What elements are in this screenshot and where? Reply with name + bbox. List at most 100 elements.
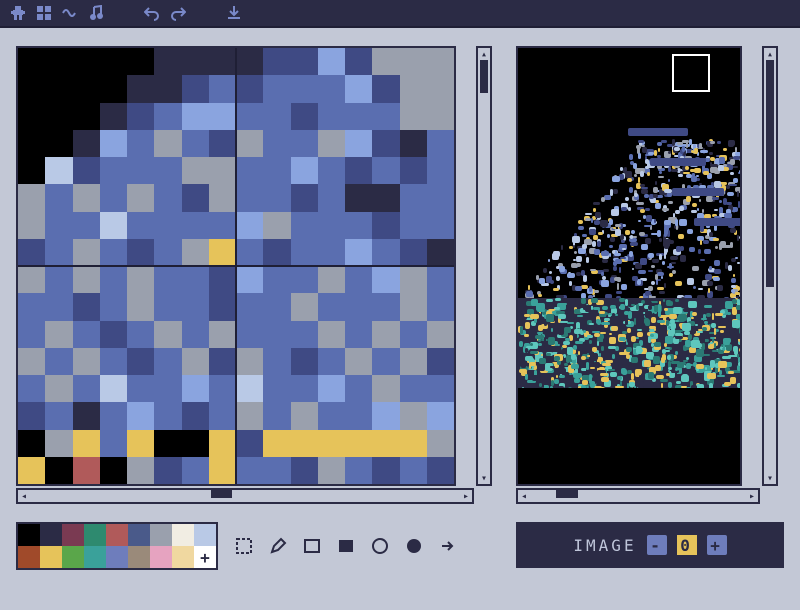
pixel-cell[interactable] <box>18 239 45 266</box>
circle-fill-tool[interactable] <box>402 534 426 558</box>
pixel-cell[interactable] <box>73 103 100 130</box>
palette-swatch[interactable] <box>194 524 216 546</box>
pixel-cell[interactable] <box>427 48 454 75</box>
pixel-cell[interactable] <box>209 212 236 239</box>
preview-viewport-box[interactable] <box>672 54 710 92</box>
pixel-cell[interactable] <box>291 48 318 75</box>
pixel-cell[interactable] <box>127 130 154 157</box>
pixel-cell[interactable] <box>400 130 427 157</box>
pixel-cell[interactable] <box>345 430 372 457</box>
pixel-cell[interactable] <box>400 457 427 484</box>
pixel-cell[interactable] <box>345 266 372 293</box>
pixel-cell[interactable] <box>73 239 100 266</box>
palette-swatch[interactable] <box>150 524 172 546</box>
pixel-cell[interactable] <box>427 212 454 239</box>
select-tool[interactable] <box>232 534 256 558</box>
pixel-cell[interactable] <box>209 430 236 457</box>
pixel-cell[interactable] <box>263 75 290 102</box>
scroll-right-icon[interactable]: ▸ <box>460 490 472 502</box>
pixel-cell[interactable] <box>236 375 263 402</box>
pixel-cell[interactable] <box>18 348 45 375</box>
pixel-cell[interactable] <box>18 130 45 157</box>
pixel-cell[interactable] <box>154 212 181 239</box>
palette-swatch[interactable] <box>84 524 106 546</box>
pixel-cell[interactable] <box>400 266 427 293</box>
pixel-cell[interactable] <box>209 239 236 266</box>
pixel-cell[interactable] <box>100 430 127 457</box>
pixel-cell[interactable] <box>236 321 263 348</box>
pixel-cell[interactable] <box>372 239 399 266</box>
pixel-cell[interactable] <box>236 103 263 130</box>
pixel-cell[interactable] <box>18 321 45 348</box>
pixel-cell[interactable] <box>291 212 318 239</box>
pixel-cell[interactable] <box>318 266 345 293</box>
pixel-cell[interactable] <box>427 321 454 348</box>
pixel-cell[interactable] <box>209 266 236 293</box>
pixel-cell[interactable] <box>263 457 290 484</box>
pixel-cell[interactable] <box>154 430 181 457</box>
pixel-cell[interactable] <box>427 130 454 157</box>
pixel-cell[interactable] <box>182 184 209 211</box>
pixel-cell[interactable] <box>427 293 454 320</box>
palette-swatch[interactable] <box>84 546 106 568</box>
pixel-cell[interactable] <box>236 212 263 239</box>
pixel-cell[interactable] <box>291 239 318 266</box>
pixel-cell[interactable] <box>182 293 209 320</box>
pixel-cell[interactable] <box>372 184 399 211</box>
pixel-cell[interactable] <box>236 75 263 102</box>
pixel-cell[interactable] <box>45 48 72 75</box>
palette-swatch[interactable] <box>40 546 62 568</box>
pixel-cell[interactable] <box>182 75 209 102</box>
pixel-cell[interactable] <box>100 239 127 266</box>
pixel-cell[interactable] <box>372 75 399 102</box>
pixel-cell[interactable] <box>345 402 372 429</box>
pixel-cell[interactable] <box>263 157 290 184</box>
pixel-cell[interactable] <box>345 457 372 484</box>
pixel-cell[interactable] <box>45 212 72 239</box>
pixel-cell[interactable] <box>73 457 100 484</box>
pixel-cell[interactable] <box>182 457 209 484</box>
pixel-cell[interactable] <box>263 103 290 130</box>
pixel-cell[interactable] <box>73 184 100 211</box>
pixel-cell[interactable] <box>209 157 236 184</box>
pixel-cell[interactable] <box>400 212 427 239</box>
pixel-cell[interactable] <box>427 75 454 102</box>
scroll-up-icon[interactable]: ▴ <box>764 48 776 60</box>
pixel-cell[interactable] <box>209 130 236 157</box>
pixel-cell[interactable] <box>154 184 181 211</box>
pixel-cell[interactable] <box>209 293 236 320</box>
pixel-cell[interactable] <box>18 266 45 293</box>
copy-tool[interactable] <box>436 534 460 558</box>
pixel-cell[interactable] <box>45 430 72 457</box>
pixel-cell[interactable] <box>291 348 318 375</box>
pixel-cell[interactable] <box>345 75 372 102</box>
pixel-cell[interactable] <box>18 48 45 75</box>
pixel-cell[interactable] <box>318 130 345 157</box>
pixel-cell[interactable] <box>209 402 236 429</box>
pixel-cell[interactable] <box>45 321 72 348</box>
pixel-cell[interactable] <box>372 402 399 429</box>
rect-fill-tool[interactable] <box>334 534 358 558</box>
pixel-cell[interactable] <box>263 430 290 457</box>
scroll-right-icon[interactable]: ▸ <box>746 490 758 502</box>
pixel-cell[interactable] <box>45 375 72 402</box>
pixel-cell[interactable] <box>236 293 263 320</box>
pixel-cell[interactable] <box>345 48 372 75</box>
pixel-cell[interactable] <box>100 348 127 375</box>
tiles-tab-icon[interactable] <box>34 3 54 23</box>
pixel-cell[interactable] <box>345 239 372 266</box>
pixel-cell[interactable] <box>154 266 181 293</box>
image-next-button[interactable]: + <box>707 535 727 555</box>
pixel-cell[interactable] <box>100 266 127 293</box>
pixel-cell[interactable] <box>236 130 263 157</box>
pixel-cell[interactable] <box>236 48 263 75</box>
pixel-cell[interactable] <box>182 348 209 375</box>
pixel-cell[interactable] <box>236 348 263 375</box>
pixel-cell[interactable] <box>73 321 100 348</box>
pixel-cell[interactable] <box>18 430 45 457</box>
pixel-cell[interactable] <box>318 375 345 402</box>
pixel-cell[interactable] <box>291 402 318 429</box>
pixel-cell[interactable] <box>400 321 427 348</box>
pixel-cell[interactable] <box>427 402 454 429</box>
pixel-cell[interactable] <box>100 184 127 211</box>
